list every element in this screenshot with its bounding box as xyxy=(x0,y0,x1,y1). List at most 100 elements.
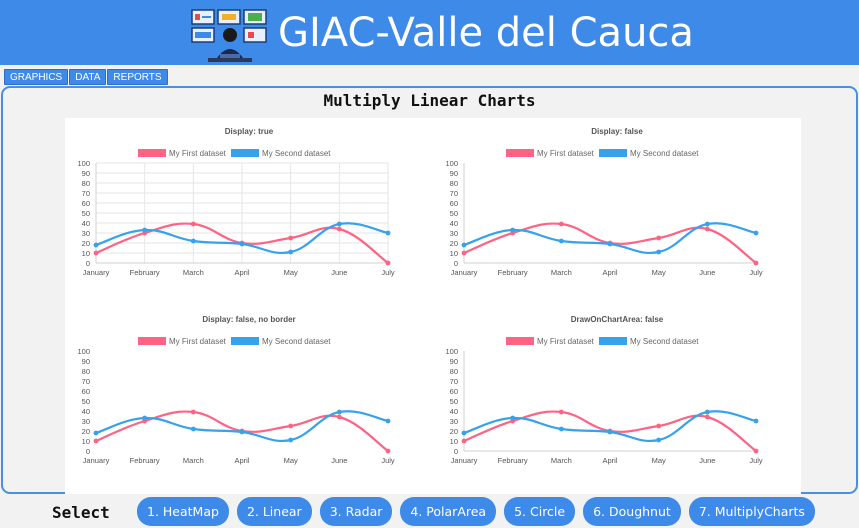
data-point[interactable] xyxy=(288,235,294,241)
data-point[interactable] xyxy=(190,409,196,415)
legend-label[interactable]: My Second dataset xyxy=(262,337,331,346)
data-point[interactable] xyxy=(93,438,99,444)
data-point[interactable] xyxy=(93,242,99,248)
x-tick-label: May xyxy=(284,456,298,465)
data-point[interactable] xyxy=(558,238,564,244)
polar-area-button[interactable]: 4. PolarArea xyxy=(400,497,497,526)
data-point[interactable] xyxy=(753,418,759,424)
y-tick-label: 10 xyxy=(450,249,458,258)
doughnut-button[interactable]: 6. Doughnut xyxy=(583,497,681,526)
legend-swatch[interactable] xyxy=(506,149,534,157)
data-point[interactable] xyxy=(753,260,759,266)
data-point[interactable] xyxy=(656,437,662,443)
data-point[interactable] xyxy=(607,429,613,435)
data-point[interactable] xyxy=(190,426,196,432)
y-tick-label: 90 xyxy=(82,169,90,178)
data-point[interactable] xyxy=(288,437,294,443)
x-tick-label: February xyxy=(130,456,160,465)
data-point[interactable] xyxy=(753,448,759,454)
data-point[interactable] xyxy=(336,226,342,232)
data-point[interactable] xyxy=(190,221,196,227)
data-point[interactable] xyxy=(461,438,467,444)
y-tick-label: 70 xyxy=(450,189,458,198)
data-point[interactable] xyxy=(461,250,467,256)
data-point[interactable] xyxy=(510,227,516,233)
data-point[interactable] xyxy=(239,241,245,247)
data-point[interactable] xyxy=(93,250,99,256)
legend-label[interactable]: My First dataset xyxy=(537,149,595,158)
data-point[interactable] xyxy=(704,414,710,420)
y-tick-label: 70 xyxy=(82,377,90,386)
data-point[interactable] xyxy=(142,227,148,233)
circle-button[interactable]: 5. Circle xyxy=(504,497,576,526)
data-point[interactable] xyxy=(704,221,710,227)
legend-label[interactable]: My Second dataset xyxy=(262,149,331,158)
data-point[interactable] xyxy=(288,423,294,429)
legend-label[interactable]: My Second dataset xyxy=(630,337,699,346)
legend-swatch[interactable] xyxy=(599,337,627,345)
x-tick-label: January xyxy=(83,456,110,465)
legend-label[interactable]: My First dataset xyxy=(537,337,595,346)
y-tick-label: 90 xyxy=(450,169,458,178)
data-point[interactable] xyxy=(558,409,564,415)
data-point[interactable] xyxy=(704,226,710,232)
legend-label[interactable]: My Second dataset xyxy=(630,149,699,158)
y-tick-label: 20 xyxy=(82,239,90,248)
y-tick-label: 100 xyxy=(445,159,458,168)
tab-reports[interactable]: REPORTS xyxy=(107,69,168,85)
data-point[interactable] xyxy=(656,249,662,255)
legend-swatch[interactable] xyxy=(138,337,166,345)
x-tick-label: June xyxy=(331,456,347,465)
data-point[interactable] xyxy=(558,426,564,432)
data-point[interactable] xyxy=(753,230,759,236)
data-point[interactable] xyxy=(288,249,294,255)
multiply-charts-button[interactable]: 7. MultiplyCharts xyxy=(688,497,815,526)
data-point[interactable] xyxy=(142,415,148,421)
radar-button[interactable]: 3. Radar xyxy=(319,497,393,526)
linear-button[interactable]: 2. Linear xyxy=(236,497,312,526)
y-tick-label: 70 xyxy=(82,189,90,198)
data-point[interactable] xyxy=(385,448,391,454)
data-point[interactable] xyxy=(385,260,391,266)
legend-swatch[interactable] xyxy=(231,337,259,345)
data-point[interactable] xyxy=(190,238,196,244)
x-tick-label: March xyxy=(551,456,572,465)
data-point[interactable] xyxy=(607,241,613,247)
data-point[interactable] xyxy=(704,409,710,415)
x-tick-label: July xyxy=(749,268,763,277)
x-tick-label: April xyxy=(602,456,617,465)
data-point[interactable] xyxy=(461,242,467,248)
legend-swatch[interactable] xyxy=(506,337,534,345)
data-point[interactable] xyxy=(510,415,516,421)
legend-label[interactable]: My First dataset xyxy=(169,149,227,158)
y-tick-label: 80 xyxy=(82,179,90,188)
x-tick-label: July xyxy=(381,456,395,465)
data-point[interactable] xyxy=(239,429,245,435)
data-point[interactable] xyxy=(656,423,662,429)
data-point[interactable] xyxy=(336,409,342,415)
legend-label[interactable]: My First dataset xyxy=(169,337,227,346)
tab-graphics[interactable]: GRAPHICS xyxy=(4,69,69,85)
data-point[interactable] xyxy=(656,235,662,241)
data-point[interactable] xyxy=(385,230,391,236)
y-tick-label: 40 xyxy=(450,407,458,416)
y-tick-label: 100 xyxy=(77,159,90,168)
data-point[interactable] xyxy=(461,430,467,436)
data-point[interactable] xyxy=(336,414,342,420)
panel-title: Multiply Linear Charts xyxy=(323,91,536,110)
y-tick-label: 0 xyxy=(454,259,458,268)
x-tick-label: June xyxy=(699,268,715,277)
legend-swatch[interactable] xyxy=(599,149,627,157)
legend-swatch[interactable] xyxy=(138,149,166,157)
data-point[interactable] xyxy=(336,221,342,227)
data-point[interactable] xyxy=(558,221,564,227)
y-tick-label: 30 xyxy=(450,229,458,238)
y-tick-label: 90 xyxy=(450,357,458,366)
chart-display-false-no-border: Display: false, no border My First datase… xyxy=(77,315,395,465)
legend-swatch[interactable] xyxy=(231,149,259,157)
data-point[interactable] xyxy=(385,418,391,424)
app-title: GIAC-Valle del Cauca xyxy=(278,10,694,56)
data-point[interactable] xyxy=(93,430,99,436)
tab-data[interactable]: DATA xyxy=(69,69,107,85)
heatmap-button[interactable]: 1. HeatMap xyxy=(137,497,229,526)
